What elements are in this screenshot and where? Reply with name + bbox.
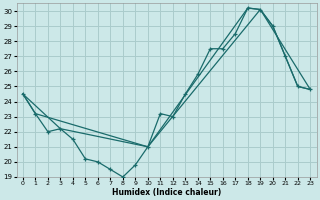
X-axis label: Humidex (Indice chaleur): Humidex (Indice chaleur): [112, 188, 221, 197]
